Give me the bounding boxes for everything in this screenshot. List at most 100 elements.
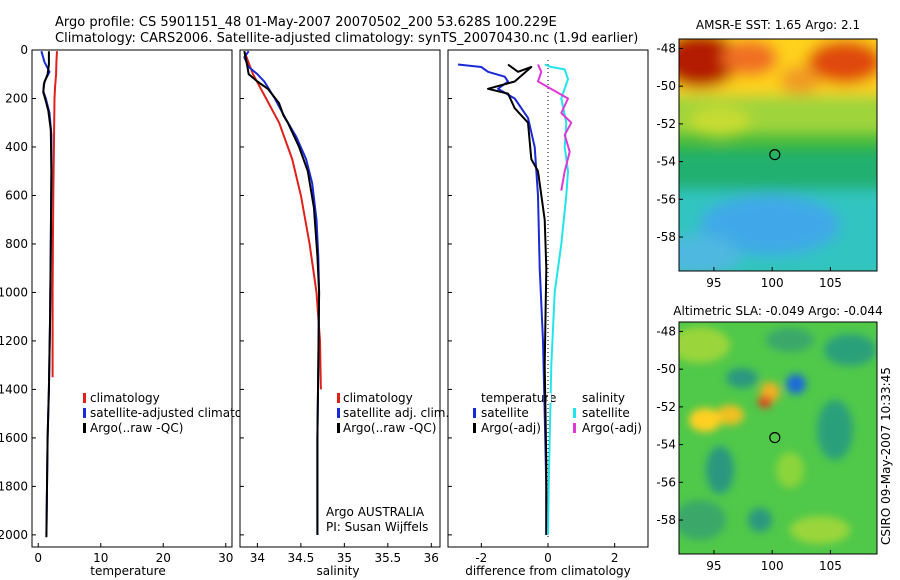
sla-blob-8 xyxy=(716,405,744,425)
legend-swatch-salinity-heading xyxy=(548,393,551,403)
y-tick-label: 400 xyxy=(5,140,28,154)
lat-tick-label: -48 xyxy=(656,41,676,55)
legend-swatch-sal-argo xyxy=(573,423,576,433)
series-line-temperature-argo-adj xyxy=(487,63,548,535)
temperature-legend: climatology satellite-adjusted climatolo… xyxy=(83,391,268,435)
sst-blob-yellow-green xyxy=(690,106,750,138)
legend-swatch-argo xyxy=(337,423,340,433)
lon-tick-label: 100 xyxy=(761,276,784,290)
sst-blob-orange-east xyxy=(807,40,877,84)
series-line-salinity-satellite xyxy=(544,63,569,535)
salinity-panel: 34 34.5 35 35.5 36 salinity climatology sate… xyxy=(239,49,449,578)
x-tick-label: 0 xyxy=(544,551,552,565)
y-tick-label: 1800 xyxy=(0,479,28,493)
sla-blob-10 xyxy=(706,446,734,494)
sla-blob-12 xyxy=(776,452,804,488)
legend-label-temp-satellite: satellite xyxy=(481,406,529,420)
legend-label-argo: Argo(..raw -QC) xyxy=(90,421,183,435)
float-program-label: Argo AUSTRALIA xyxy=(326,505,425,519)
sla-blob-13 xyxy=(679,500,726,540)
sst-band-teal xyxy=(679,150,877,190)
x-tick-label: 0 xyxy=(34,551,42,565)
lat-tick-label: -48 xyxy=(656,324,676,338)
lat-tick-label: -54 xyxy=(656,438,676,452)
salinity-axes-frame xyxy=(239,49,441,548)
sst-blob-blue xyxy=(700,195,840,255)
sst-map-panel: AMSR-E SST: 1.65 Argo: 2.1 xyxy=(656,18,878,290)
legend-label-sal-argo: Argo(-adj) xyxy=(582,421,642,435)
sst-map-title: AMSR-E SST: 1.65 Argo: 2.1 xyxy=(696,18,860,32)
sla-blob-6 xyxy=(758,396,772,408)
legend-swatch-temp-satellite xyxy=(473,408,476,418)
y-tick-label: 600 xyxy=(5,188,28,202)
temperature-series xyxy=(40,50,58,538)
legend-label-satellite-adjusted: satellite-adjusted climatology xyxy=(90,406,268,420)
legend-label-argo: Argo(..raw -QC) xyxy=(343,421,436,435)
sla-blob-7 xyxy=(786,374,806,394)
argo-location-marker xyxy=(769,149,781,161)
series-line-argo-raw-qc xyxy=(42,51,53,538)
legend-heading-salinity: salinity xyxy=(582,391,625,405)
lat-tick-label: -50 xyxy=(656,79,676,93)
lat-tick-label: -56 xyxy=(656,192,676,206)
legend-label-climatology: climatology xyxy=(90,391,160,405)
x-tick-label: 10 xyxy=(93,551,108,565)
lon-tick-label: 100 xyxy=(761,559,784,573)
temperature-xlabel: temperature xyxy=(90,564,165,578)
salinity-ticks: 34 34.5 35 35.5 36 xyxy=(240,49,439,565)
lon-tick-label: 95 xyxy=(706,276,721,290)
y-tick-label: 2000 xyxy=(0,528,28,542)
sla-blob-4 xyxy=(726,368,758,388)
legend-label-satellite-adj: satellite adj. clim. xyxy=(343,406,449,420)
sla-blob-2 xyxy=(766,328,814,352)
legend-swatch-satellite-adjusted xyxy=(83,408,86,418)
header-title-line2: Climatology: CARS2006. Satellite-adjuste… xyxy=(55,31,638,46)
lat-tick-label: -52 xyxy=(656,117,676,131)
legend-swatch-argo xyxy=(83,423,86,433)
salinity-series xyxy=(243,50,322,535)
lon-tick-label: 95 xyxy=(706,559,721,573)
sla-map-frame xyxy=(678,321,878,555)
sst-blob-amber xyxy=(780,66,820,94)
header-title-line1: Argo profile: CS 5901151_48 01-May-2007 … xyxy=(55,15,557,30)
sla-map-panel: Altimetric SLA: -0.049 Argo: -0.044 xyxy=(656,304,882,573)
lon-tick-label: 105 xyxy=(819,276,842,290)
difference-panel: -2 0 2 difference from climatology tempera… xyxy=(447,49,649,578)
x-tick-label: 30 xyxy=(218,551,233,565)
sla-blob-1 xyxy=(679,327,730,363)
y-tick-label: 0 xyxy=(20,43,28,57)
sla-blob-14 xyxy=(790,516,850,544)
x-tick-label: 34 xyxy=(250,551,265,565)
x-tick-label: 35.5 xyxy=(374,551,401,565)
lat-tick-label: -50 xyxy=(656,362,676,376)
lat-tick-label: -56 xyxy=(656,475,676,489)
sla-blob-15 xyxy=(748,508,772,532)
sst-map-frame xyxy=(678,38,878,272)
difference-salinity-legend: salinity satellite Argo(-adj) xyxy=(548,391,642,435)
legend-label-sal-satellite: satellite xyxy=(582,406,630,420)
argo-location-marker xyxy=(769,432,781,444)
salinity-legend: climatology satellite adj. clim. Argo(..… xyxy=(337,391,449,435)
legend-heading-temperature: temperature xyxy=(481,391,556,405)
legend-swatch-climatology xyxy=(83,393,86,403)
lat-tick-label: -58 xyxy=(656,513,676,527)
x-tick-label: -2 xyxy=(475,551,487,565)
difference-ticks: -2 0 2 xyxy=(448,49,618,565)
sla-map-ticks: 95 100 105 -48 -50 -52 -54 -56 -58 xyxy=(656,324,841,573)
sst-map-ticks: 95 100 105 -48 -50 -52 -54 -56 -58 xyxy=(656,41,841,290)
x-tick-label: 36 xyxy=(424,551,439,565)
legend-label-temp-argo: Argo(-adj) xyxy=(481,421,541,435)
difference-series xyxy=(457,63,573,535)
temperature-axes-frame xyxy=(31,49,233,548)
x-tick-label: 35 xyxy=(337,551,352,565)
lon-tick-label: 105 xyxy=(819,559,842,573)
y-tick-label: 1600 xyxy=(0,431,28,445)
series-line-climatology xyxy=(51,51,58,378)
y-tick-label: 1200 xyxy=(0,334,28,348)
legend-swatch-temp-argo xyxy=(473,423,476,433)
timestamp-note: CSIRO 09-May-2007 10:33:45 xyxy=(879,367,893,545)
y-tick-label: 800 xyxy=(5,237,28,251)
difference-temperature-legend: temperature satellite Argo(-adj) xyxy=(473,391,556,435)
sla-field-blobs xyxy=(679,327,876,544)
y-tick-label: 1400 xyxy=(0,382,28,396)
